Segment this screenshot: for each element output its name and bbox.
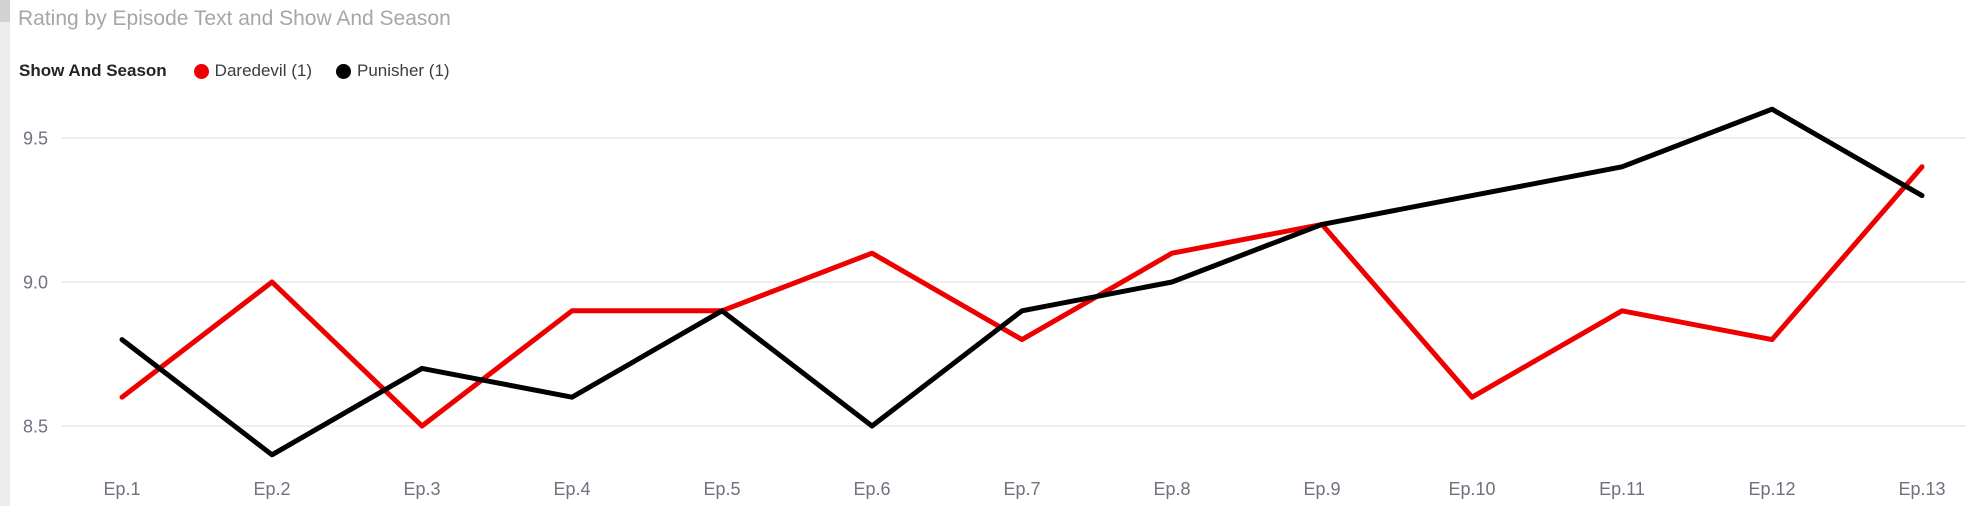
x-tick-label: Ep.8 [1153, 479, 1190, 499]
x-tick-label: Ep.10 [1448, 479, 1495, 499]
x-tick-label: Ep.4 [553, 479, 590, 499]
legend: Show And Season Daredevil (1) Punisher (1… [19, 59, 474, 83]
x-tick-label: Ep.9 [1303, 479, 1340, 499]
legend-title: Show And Season [19, 61, 167, 80]
chart-title: Rating by Episode Text and Show And Seas… [18, 7, 451, 30]
y-tick-label: 8.5 [23, 416, 48, 436]
legend-item-punisher-1[interactable]: Punisher (1) [335, 61, 450, 81]
x-tick-label: Ep.3 [403, 479, 440, 499]
series-line-daredevil-1[interactable] [119, 164, 1925, 429]
legend-items: Daredevil (1) Punisher (1) [193, 61, 474, 81]
x-tick-label: Ep.7 [1003, 479, 1040, 499]
y-tick-label: 9.5 [23, 128, 48, 148]
y-tick-label: 9.0 [23, 272, 48, 292]
legend-label: Daredevil (1) [214, 61, 312, 80]
x-tick-label: Ep.11 [1599, 479, 1645, 499]
series-line-punisher-1[interactable] [119, 106, 1925, 458]
x-tick-label: Ep.5 [703, 479, 740, 499]
legend-swatch-punisher-1 [335, 63, 351, 79]
legend-item-daredevil-1[interactable]: Daredevil (1) [193, 61, 312, 81]
scrollbar-thumb[interactable] [0, 0, 10, 22]
x-tick-label: Ep.2 [253, 479, 290, 499]
legend-swatch-daredevil-1 [193, 63, 209, 79]
scrollbar-track[interactable] [0, 0, 10, 506]
legend-label: Punisher (1) [356, 61, 450, 80]
x-tick-label: Ep.1 [103, 479, 140, 499]
x-tick-label: Ep.13 [1898, 479, 1945, 499]
x-tick-label: Ep.12 [1748, 479, 1795, 499]
x-tick-label: Ep.6 [853, 479, 890, 499]
